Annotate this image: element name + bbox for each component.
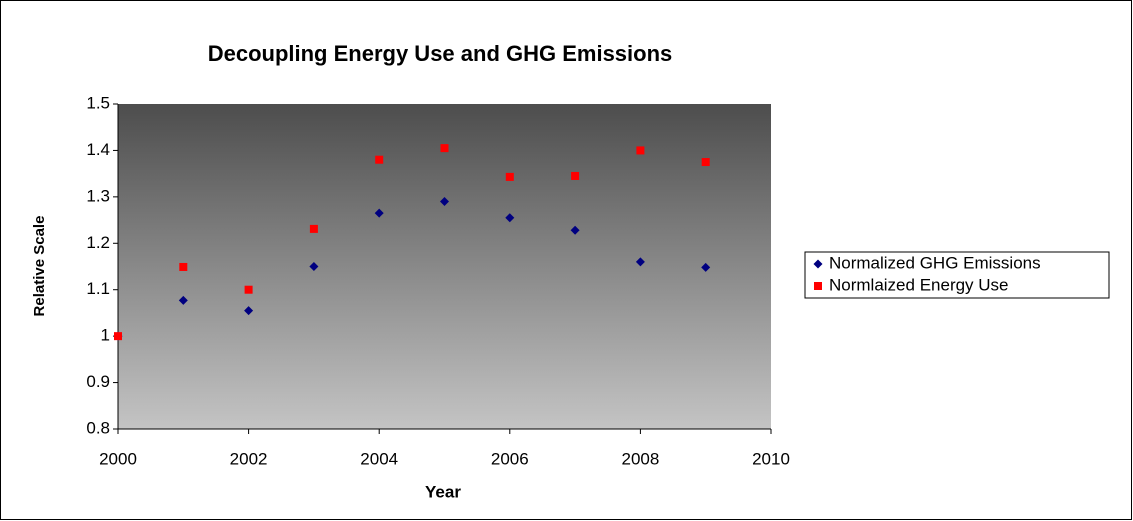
y-tick-label: 1.1 bbox=[86, 279, 110, 298]
point bbox=[114, 332, 122, 341]
point bbox=[440, 197, 449, 206]
point bbox=[244, 285, 253, 294]
legend-label: Normlaized Energy Use bbox=[829, 275, 1009, 294]
point bbox=[636, 146, 645, 155]
legend-marker bbox=[813, 259, 823, 269]
point bbox=[309, 262, 319, 271]
y-tick-label: 0.9 bbox=[86, 372, 110, 391]
legend-label: Normalized GHG Emissions bbox=[829, 253, 1041, 272]
y-tick-label: 1.2 bbox=[86, 233, 110, 252]
chart-title: Decoupling Energy Use and GHG Emissions bbox=[208, 41, 673, 66]
point bbox=[178, 295, 188, 305]
point bbox=[440, 144, 449, 153]
x-tick-label: 2002 bbox=[230, 449, 268, 468]
point bbox=[635, 257, 645, 267]
x-axis-label: Year bbox=[425, 482, 461, 501]
y-axis-label: Relative Scale bbox=[31, 216, 48, 317]
point bbox=[505, 213, 515, 223]
y-tick-label: 0.8 bbox=[86, 418, 110, 437]
point bbox=[244, 306, 254, 316]
point bbox=[374, 208, 384, 218]
point bbox=[701, 158, 710, 167]
plot-area bbox=[118, 104, 771, 429]
y-tick-label: 1.5 bbox=[86, 93, 110, 112]
point bbox=[701, 262, 711, 272]
point bbox=[505, 172, 514, 181]
y-tick-label: 1 bbox=[101, 326, 110, 345]
y-tick-label: 1.4 bbox=[86, 140, 110, 159]
x-tick-label: 2008 bbox=[621, 449, 659, 468]
point bbox=[571, 171, 580, 180]
point bbox=[375, 155, 384, 164]
x-tick-label: 2000 bbox=[99, 449, 137, 468]
legend bbox=[804, 251, 1110, 299]
y-tick-label: 1.3 bbox=[86, 186, 110, 205]
x-tick-label: 2006 bbox=[491, 449, 529, 468]
point bbox=[570, 225, 580, 235]
point bbox=[309, 224, 318, 233]
legend-marker bbox=[814, 282, 822, 290]
point bbox=[179, 262, 188, 271]
x-tick-label: 2004 bbox=[360, 449, 398, 468]
x-tick-label: 2010 bbox=[752, 449, 790, 468]
